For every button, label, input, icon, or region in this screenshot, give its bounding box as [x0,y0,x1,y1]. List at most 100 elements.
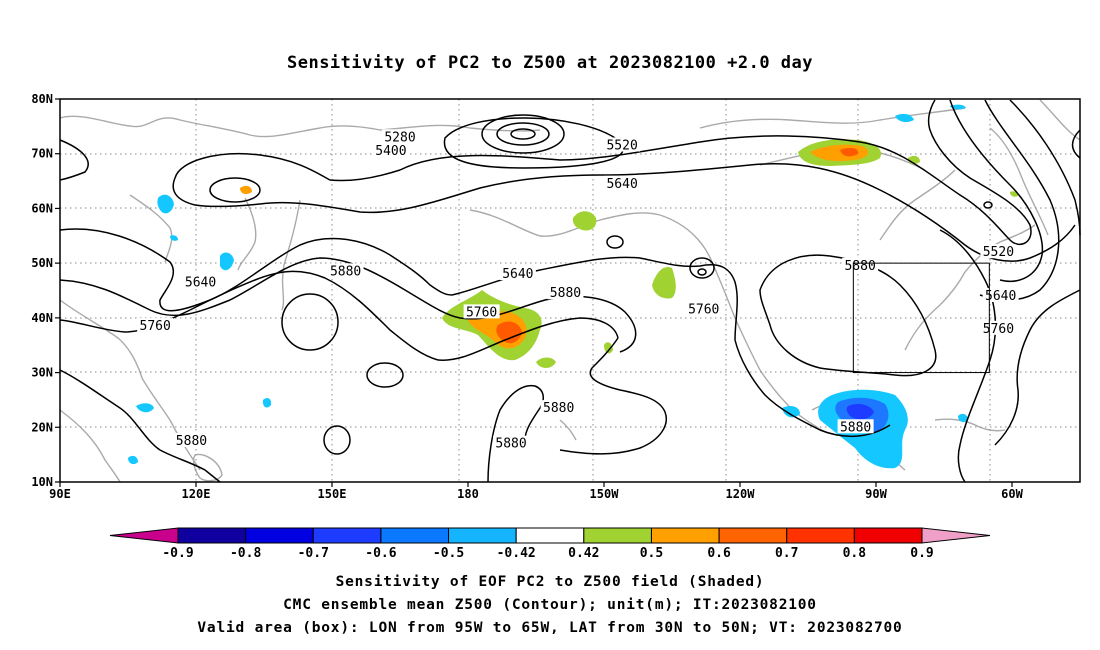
colorbar-label: 0.5 [640,546,663,561]
contour-label-bg [493,435,530,450]
contour-label: 5640 [502,267,533,282]
contour-label: 5760 [466,305,497,320]
lon-tick-label: 90E [49,487,71,501]
lat-tick-label: 40N [31,311,53,325]
contour-label: 5640 [985,289,1016,304]
contour-label: 5880 [543,401,574,416]
contour-label: 5760 [688,303,719,318]
lat-tick-label: 20N [31,420,53,434]
contour-label-bg [980,244,1017,259]
contour-label: 5880 [840,420,871,435]
contour-label: 5400 [375,144,406,159]
colorbar-label: 0.42 [568,546,599,561]
colorbar-label: -0.8 [230,546,261,561]
lat-tick-label: 60N [31,201,53,215]
shade-negative-7 [950,104,966,110]
map-frame [59,98,1081,483]
colorbar-segment [718,527,788,544]
colorbar-over-arrow [921,527,991,544]
contour-label-bg [173,432,210,447]
lat-tick-label: 50N [31,256,53,270]
contour-label-bg [372,142,409,157]
shade-negative-2 [220,252,234,271]
contour-label: 5880 [550,286,581,301]
map-title: Sensitivity of PC2 to Z500 at 2023082100… [287,53,813,73]
contour-label-bg [327,263,364,278]
lon-tick-label: 120E [182,487,211,501]
colorbar-segment [380,527,450,544]
colorbar-label: -0.6 [365,546,396,561]
lat-tick-label: 80N [31,92,53,106]
colorbar: -0.9 -0.8 -0.7 -0.6 -0.5 -0.42 0.42 0.5 0.6 0.7 0.… [109,527,991,561]
colorbar-segment [515,527,585,544]
caption-line-3: Valid area (box): LON from 95W to 65W, L… [197,620,903,636]
contour-label: 5880 [330,264,361,279]
colorbar-segment [245,527,314,544]
lat-tick-label: 70N [31,147,53,161]
colorbar-label: 0.7 [775,546,798,561]
contour-label-bg [137,318,174,333]
contour-label-bg [842,257,879,272]
shade-negative-5 [262,397,272,408]
contour-label: 5520 [983,245,1014,260]
contour-label-bg [382,129,418,144]
colorbar-label: -0.7 [298,546,329,561]
shade-negative-8 [958,413,968,423]
colorbar-label: -0.9 [162,546,193,561]
contour-label-bg [463,304,500,319]
shade-positive-alaska [572,211,597,231]
contour-label: 5880 [176,434,207,449]
lon-tick-label: 60W [1001,487,1023,501]
shade-positive-small-1 [536,357,556,368]
colorbar-label: 0.8 [843,546,867,561]
contour-label-bg [604,175,641,190]
contour-label-bg [182,274,219,289]
contour-label-bg [982,287,1019,302]
colorbar-segment [583,527,652,544]
shade-positive-small-5 [1010,191,1018,197]
lon-tick-label: 120W [726,487,756,501]
longitude-axis: 90E 120E 150E 180 150W 120W 90W 60W [49,482,1024,501]
lon-tick-label: 150E [318,487,347,501]
caption-line-1: Sensitivity of EOF PC2 to Z500 field (Sh… [335,574,765,590]
contour-label: 5880 [495,437,526,452]
lon-tick-label: 150W [590,487,620,501]
shade-positive-arctic-peak [840,147,859,157]
shade-positive-small-3 [240,185,252,195]
contour-label-bg [499,266,536,281]
contour-label-bg [604,137,641,152]
colorbar-segment [448,527,517,544]
colorbar-label: -0.42 [497,546,536,561]
colorbar-segment [177,527,247,544]
contour-label: 5640 [185,275,216,290]
caption-line-2: CMC ensemble mean Z500 (Contour); unit(m… [283,597,817,613]
contour-label: 5280 [384,130,415,145]
colorbar-label: -0.5 [433,546,464,561]
colorbar-segment [312,527,382,544]
shade-negative-9 [170,235,178,241]
colorbar-segment [786,527,855,544]
lat-lon-grid [60,99,1080,482]
lat-tick-label: 10N [31,475,53,489]
contour-label-bg [547,285,584,300]
colorbar-label: 0.9 [910,546,933,561]
shade-negative-6 [895,113,914,123]
lat-tick-label: 30N [31,366,53,380]
colorbar-segment [650,527,720,544]
contour-label-bg [540,400,577,415]
contour-label-bg [837,419,874,434]
colorbar-under-arrow [109,527,179,544]
shade-negative-1 [157,194,174,214]
shade-positive-pacific-nw [652,266,676,299]
valid-area-box [852,262,990,374]
shade-negative-gulf-peak [846,404,874,420]
shade-positive-pacific-peak [496,321,522,344]
shade-negative-4 [128,455,138,465]
colorbar-label: 0.6 [707,546,731,561]
contour-label: 5760 [983,322,1014,337]
contour-label: 5880 [844,259,875,274]
lon-tick-label: 180 [457,487,479,501]
